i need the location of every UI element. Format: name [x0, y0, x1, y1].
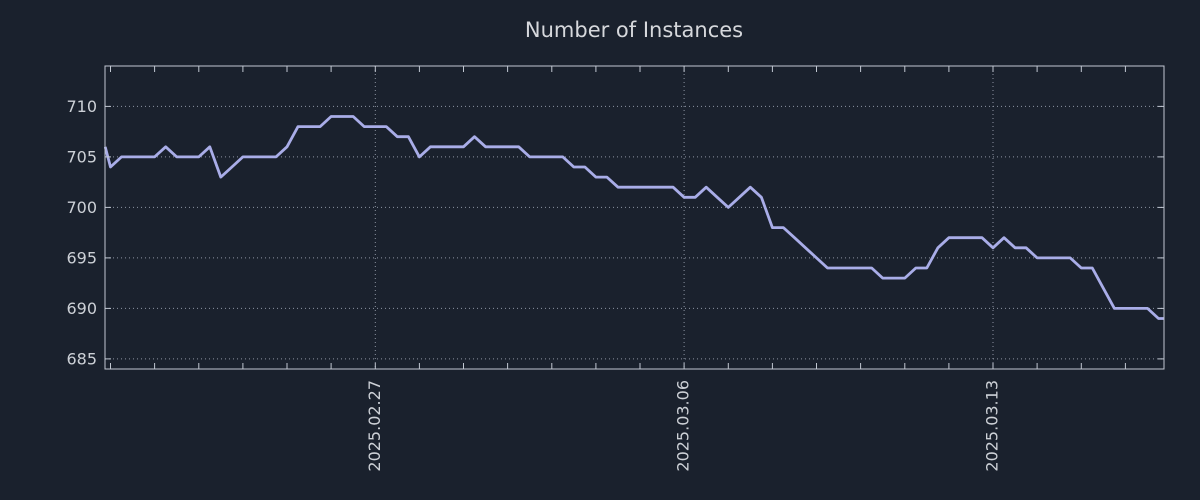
y-tick-label: 690 [66, 299, 97, 318]
y-tick-label: 700 [66, 198, 97, 217]
x-tick-label: 2025.03.06 [674, 380, 693, 472]
plot-border [104, 65, 1165, 370]
x-tick-label: 2025.03.13 [983, 380, 1002, 472]
axis-labels-group: 685 690 695 700 705 710 2025.02.27 2025.03.06 20… [66, 97, 1001, 472]
y-tick-label: 685 [66, 349, 97, 368]
data-series-group [104, 115, 1165, 320]
plot-border-group [104, 65, 1165, 370]
data-line [104, 115, 1165, 320]
gridlines-group [105, 66, 1164, 369]
axis-ticks-group [105, 66, 1164, 369]
chart-title: Number of Instances [525, 18, 743, 42]
y-tick-label: 695 [66, 248, 97, 267]
y-tick-label: 710 [66, 97, 97, 116]
x-tick-label: 2025.02.27 [365, 380, 384, 472]
y-tick-label: 705 [66, 147, 97, 166]
